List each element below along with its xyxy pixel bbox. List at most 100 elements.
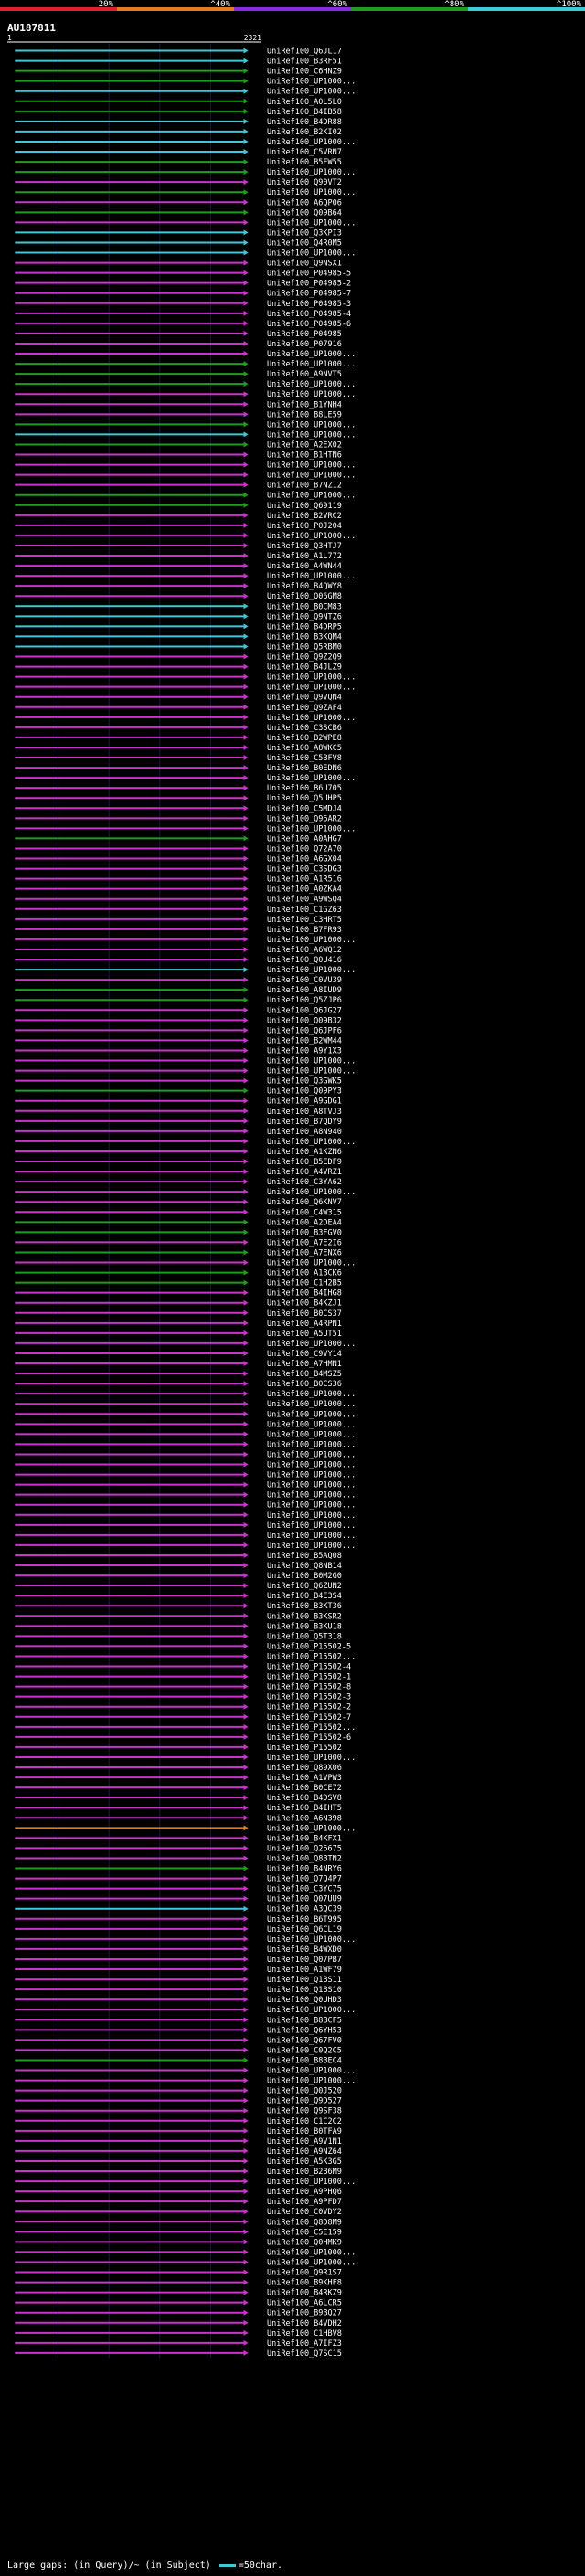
hit-row[interactable]: UniRef100_B4E3S4 (15, 1592, 342, 1601)
hit-row[interactable]: UniRef100_Q5UHP5 (15, 794, 342, 803)
hit-label[interactable]: UniRef100_UP1000... (267, 1390, 356, 1399)
hit-row[interactable]: UniRef100_A8WKC5 (15, 744, 342, 753)
hit-label[interactable]: UniRef100_UP1000... (267, 2258, 356, 2267)
hit-row[interactable]: UniRef100_Q09B32 (15, 1016, 342, 1025)
hit-label[interactable]: UniRef100_P0J204 (267, 522, 342, 531)
hit-row[interactable]: UniRef100_A0AHG7 (15, 834, 342, 843)
hit-label[interactable]: UniRef100_Q8BTN2 (267, 1854, 342, 1863)
hit-label[interactable]: UniRef100_A1BCK6 (267, 1269, 342, 1278)
hit-label[interactable]: UniRef100_A9PFD7 (267, 2198, 342, 2207)
hit-label[interactable]: UniRef100_UP1000... (267, 1471, 356, 1480)
hit-label[interactable]: UniRef100_UP1000... (267, 1420, 356, 1429)
hit-label[interactable]: UniRef100_P07916 (267, 340, 342, 349)
hit-label[interactable]: UniRef100_Q3KPI3 (267, 228, 342, 238)
hit-row[interactable]: UniRef100_B8BCF5 (15, 2016, 342, 2025)
hit-label[interactable]: UniRef100_Q9NTZ6 (267, 612, 342, 621)
hit-label[interactable]: UniRef100_UP1000... (267, 249, 356, 259)
hit-label[interactable]: UniRef100_Q6JL17 (267, 48, 342, 57)
hit-label[interactable]: UniRef100_UP1000... (267, 2067, 356, 2076)
hit-label[interactable]: UniRef100_Q72A70 (267, 844, 342, 853)
hit-row[interactable]: UniRef100_B7QDY9 (15, 1118, 342, 1127)
hit-row[interactable]: UniRef100_Q90VT2 (15, 178, 342, 187)
hit-label[interactable]: UniRef100_UP1000... (267, 1450, 356, 1459)
hit-row[interactable]: UniRef100_B4JLZ9 (15, 663, 342, 673)
hit-label[interactable]: UniRef100_A2DEA4 (267, 1218, 342, 1227)
hit-label[interactable]: UniRef100_B4VDH2 (267, 2319, 342, 2328)
hit-label[interactable]: UniRef100_B9BQ27 (267, 2309, 342, 2318)
hit-label[interactable]: UniRef100_Q6JPF6 (267, 1026, 342, 1035)
hit-row[interactable]: UniRef100_A8IUD9 (15, 986, 342, 995)
hit-label[interactable]: UniRef100_P15502-2 (267, 1703, 351, 1712)
hit-row[interactable]: UniRef100_UP1000... (15, 2178, 356, 2187)
hit-label[interactable]: UniRef100_UP1000... (267, 774, 356, 783)
hit-row[interactable]: UniRef100_UP1000... (15, 2258, 356, 2267)
hit-label[interactable]: UniRef100_B0CM83 (267, 602, 342, 611)
hit-label[interactable]: UniRef100_Q07PB7 (267, 1956, 342, 1965)
hit-row[interactable]: UniRef100_A1BCK6 (15, 1269, 342, 1278)
hit-row[interactable]: UniRef100_UP1000... (15, 824, 356, 833)
hit-row[interactable]: UniRef100_P04985-2 (15, 280, 351, 289)
hit-label[interactable]: UniRef100_Q67FV0 (267, 2036, 342, 2045)
hit-label[interactable]: UniRef100_B4RKZ9 (267, 2289, 342, 2298)
hit-row[interactable]: UniRef100_Q6ZUN2 (15, 1582, 342, 1591)
hit-label[interactable]: UniRef100_B4DRP5 (267, 622, 342, 631)
hit-row[interactable]: UniRef100_Q0UHD3 (15, 1996, 342, 2005)
hit-label[interactable]: UniRef100_P04985-5 (267, 270, 351, 279)
hit-row[interactable]: UniRef100_Q72A70 (15, 844, 342, 853)
hit-row[interactable]: UniRef100_UP1000... (15, 1410, 356, 1419)
hit-row[interactable]: UniRef100_UP1000... (15, 430, 356, 440)
hit-label[interactable]: UniRef100_UP1000... (267, 936, 356, 945)
hit-row[interactable]: UniRef100_B7NZ12 (15, 482, 342, 491)
hit-row[interactable]: UniRef100_Q0J520 (15, 2087, 342, 2096)
hit-label[interactable]: UniRef100_B8LE59 (267, 410, 342, 419)
hit-row[interactable]: UniRef100_C5BFV8 (15, 754, 342, 763)
hit-label[interactable]: UniRef100_UP1000... (267, 350, 356, 359)
hit-row[interactable]: UniRef100_A9WSQ4 (15, 896, 342, 905)
hit-label[interactable]: UniRef100_P15502-8 (267, 1683, 351, 1692)
hit-label[interactable]: UniRef100_B4KZJ1 (267, 1299, 342, 1309)
hit-label[interactable]: UniRef100_UP1000... (267, 1440, 356, 1449)
hit-label[interactable]: UniRef100_P04985 (267, 330, 342, 339)
hit-row[interactable]: UniRef100_C5E159 (15, 2228, 342, 2237)
hit-row[interactable]: UniRef100_B5FW55 (15, 158, 342, 167)
hit-row[interactable]: UniRef100_B3KT36 (15, 1602, 342, 1611)
hit-row[interactable]: UniRef100_Q5ZJP6 (15, 996, 342, 1005)
hit-label[interactable]: UniRef100_UP1000... (267, 1481, 356, 1490)
hit-label[interactable]: UniRef100_A8WKC5 (267, 744, 342, 753)
hit-row[interactable]: UniRef100_A1KZN6 (15, 1148, 342, 1157)
hit-row[interactable]: UniRef100_UP1000... (15, 1501, 356, 1511)
hit-label[interactable]: UniRef100_Q0J520 (267, 2087, 342, 2096)
hit-row[interactable]: UniRef100_Q5T318 (15, 1632, 342, 1641)
hit-row[interactable]: UniRef100_Q6YH53 (15, 2026, 342, 2035)
hit-label[interactable]: UniRef100_B0CS37 (267, 1309, 342, 1319)
hit-label[interactable]: UniRef100_UP1000... (267, 2178, 356, 2187)
hit-label[interactable]: UniRef100_A7E2I6 (267, 1238, 342, 1247)
hit-label[interactable]: UniRef100_A9PHQ6 (267, 2188, 342, 2197)
hit-label[interactable]: UniRef100_Q7Q4P7 (267, 1875, 342, 1884)
hit-row[interactable]: UniRef100_B0CS36 (15, 1380, 342, 1389)
hit-label[interactable]: UniRef100_B3KSR2 (267, 1612, 342, 1621)
hit-label[interactable]: UniRef100_UP1000... (267, 1067, 356, 1076)
hit-label[interactable]: UniRef100_P04985-2 (267, 280, 351, 289)
hit-row[interactable]: UniRef100_B0EDN6 (15, 764, 342, 773)
hit-label[interactable]: UniRef100_A6WQ12 (267, 946, 342, 955)
hit-row[interactable]: UniRef100_A6QP06 (15, 198, 342, 207)
hit-row[interactable]: UniRef100_Q07UU9 (15, 1895, 342, 1904)
hit-label[interactable]: UniRef100_UP1000... (267, 673, 356, 683)
hit-row[interactable]: UniRef100_UP1000... (15, 1400, 356, 1409)
hit-label[interactable]: UniRef100_UP1000... (267, 78, 356, 87)
hit-row[interactable]: UniRef100_A2DEA4 (15, 1218, 342, 1227)
hit-label[interactable]: UniRef100_P15502... (267, 1652, 356, 1661)
hit-label[interactable]: UniRef100_UP1000... (267, 1340, 356, 1349)
hit-row[interactable]: UniRef100_Q3KPI3 (15, 228, 342, 238)
hit-label[interactable]: UniRef100_UP1000... (267, 218, 356, 228)
hit-row[interactable]: UniRef100_C3YA62 (15, 1178, 342, 1187)
hit-row[interactable]: UniRef100_C3HRT5 (15, 916, 342, 925)
hit-label[interactable]: UniRef100_UP1000... (267, 360, 356, 369)
hit-row[interactable]: UniRef100_B3KU18 (15, 1622, 342, 1631)
hit-label[interactable]: UniRef100_B4IHG8 (267, 1289, 342, 1299)
hit-row[interactable]: UniRef100_UP1000... (15, 714, 356, 723)
hit-label[interactable]: UniRef100_A0L5L0 (267, 98, 342, 107)
hit-row[interactable]: UniRef100_C9VY14 (15, 1350, 342, 1359)
hit-row[interactable]: UniRef100_A9GDG1 (15, 1097, 342, 1107)
